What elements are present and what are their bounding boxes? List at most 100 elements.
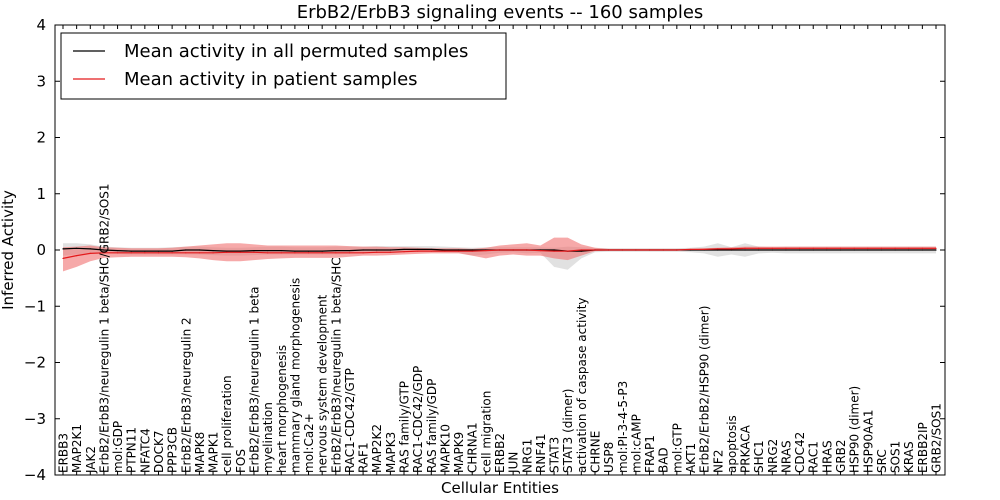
x-tick-label: activation of caspase activity [575,297,589,472]
point-series-2 [648,249,651,251]
point-series-2 [798,247,801,249]
x-tick-label: NRG1 [520,439,534,473]
point-series-2 [553,250,555,252]
x-tick-label: MAPK8 [193,432,207,473]
point-series-2 [567,250,569,252]
y-tick-label: 0 [36,241,46,259]
point-series-2 [512,249,514,251]
point-series-1 [417,248,419,251]
x-tick-label: ErbB2/ErbB3/neuregulin 1 beta/SHC [329,257,343,473]
point-series-1 [171,250,173,252]
point-series-1 [307,250,310,252]
point-series-1 [785,249,787,251]
point-series-1 [867,249,869,251]
point-series-2 [921,247,923,249]
point-series-1 [894,249,896,251]
point-series-1 [444,249,446,251]
point-series-2 [826,247,828,249]
point-series-2 [662,249,664,251]
x-tick-label: CHRNA1 [466,422,480,473]
x-tick-label: NF2 [711,450,725,474]
point-series-2 [430,250,432,252]
point-series-2 [307,252,310,254]
point-series-2 [280,252,282,254]
x-tick-label: RAC1-CDC42/GTP [343,368,357,473]
point-series-2 [212,252,214,254]
point-series-2 [867,247,869,249]
point-series-1 [116,249,119,252]
point-series-2 [226,251,228,253]
x-tick-label: MAP2K1 [70,424,84,473]
chart-title: ErbB2/ErbB3 signaling events -- 160 samp… [297,2,704,23]
y-tick-label: −1 [24,297,46,315]
point-series-1 [253,249,255,252]
point-series-2 [580,249,582,251]
point-series-1 [226,250,228,252]
y-tick-label: −4 [24,466,46,484]
x-tick-label: NRG2 [766,439,780,473]
point-series-1 [130,250,132,252]
point-series-1 [348,249,351,252]
point-series-1 [294,250,296,252]
point-series-1 [935,249,937,251]
band-series-2 [63,237,936,272]
point-series-2 [144,252,146,254]
point-series-2 [812,247,814,249]
x-tick-label: PRKACA [739,424,753,473]
point-series-1 [758,249,760,251]
point-series-1 [771,249,773,251]
point-series-2 [389,251,391,253]
point-series-2 [417,250,419,252]
point-series-2 [198,252,201,254]
point-series-2 [103,252,105,254]
x-tick-label: MAPK10 [438,424,452,473]
x-tick-label: AKT1 [684,443,698,473]
x-tick-label: HRAS [820,440,834,473]
x-tick-label: SOS1 [889,441,903,473]
point-series-2 [239,251,241,253]
x-tick-label: nervous system development [316,294,330,473]
point-series-2 [526,249,528,251]
x-tick-label: DOCK7 [152,430,166,473]
x-tick-label: CHRNE [589,431,603,473]
point-series-2 [362,252,364,254]
point-series-2 [130,252,132,254]
x-tick-label: mol:GDP [111,421,125,473]
point-series-1 [403,248,405,251]
x-tick-label: cell proliferation [220,375,234,473]
axes: −4 −3 −2 −1 0 1 2 3 4 [24,16,946,484]
point-series-1 [157,250,160,252]
point-series-1 [103,249,105,251]
point-series-2 [894,247,896,249]
series-lines [62,247,937,260]
x-tick-label: SHC1 [752,440,766,473]
x-tick-label: NFATC4 [138,428,152,473]
x-tick-label: apoptosis [725,415,739,473]
x-tick-label: cell migration [479,391,493,473]
point-series-1 [376,249,378,251]
x-tick-label: FRAP1 [643,435,657,473]
point-series-2 [785,247,787,249]
x-tick-label: BAD [657,447,671,473]
point-series-1 [812,249,814,251]
point-series-1 [430,248,432,251]
x-tick-label: mammary gland morphogenesis [288,278,302,473]
point-series-1 [89,248,91,250]
point-series-2 [839,247,842,249]
point-series-2 [608,249,610,251]
point-series-1 [826,249,828,251]
point-series-1 [321,250,323,252]
y-tick-label: 3 [36,72,46,90]
x-tick-label: mol:cAMP [629,414,643,473]
x-tick-label: HSP90 (dimer) [848,386,862,473]
x-tick-label: RAC1 [807,441,821,473]
legend-label-series-2: Mean activity in patient samples [124,69,418,90]
x-tick-label: MAPK3 [384,432,398,473]
point-series-2 [89,252,91,254]
x-tick-label: USP8 [602,442,616,473]
point-series-2 [444,250,446,252]
point-series-2 [498,249,501,251]
point-series-1 [239,250,241,252]
x-tick-label: MAP2K2 [370,424,384,473]
